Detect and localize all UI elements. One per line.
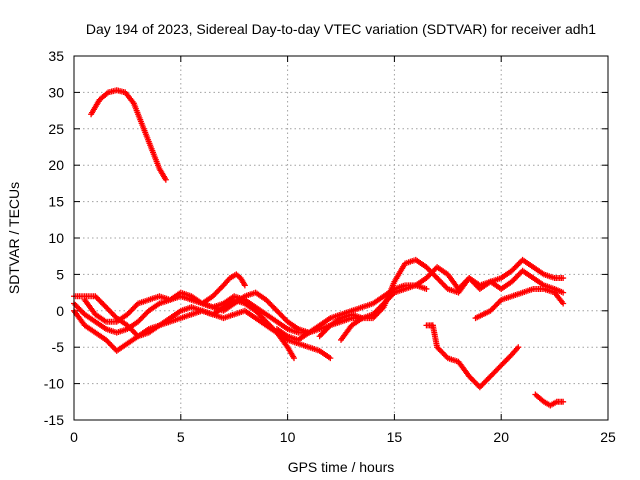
- y-tick-label: 5: [56, 266, 64, 282]
- series-arc-12: [472, 285, 567, 322]
- y-tick-label: 25: [48, 121, 64, 137]
- x-tick-label: 5: [177, 429, 185, 445]
- chart-title: Day 194 of 2023, Sidereal Day-to-day VTE…: [86, 21, 596, 37]
- series-arc-11: [429, 322, 522, 391]
- data-point: [423, 285, 430, 292]
- data-point: [162, 176, 169, 183]
- x-tick-label: 25: [600, 429, 616, 445]
- y-tick-label: 10: [48, 230, 64, 246]
- y-tick-label: -5: [52, 339, 65, 355]
- series-arc-4: [71, 307, 334, 362]
- x-tick-label: 15: [387, 429, 403, 445]
- x-tick-label: 20: [493, 429, 509, 445]
- data-point: [515, 344, 522, 351]
- x-tick-label: 10: [280, 429, 296, 445]
- data-point: [560, 275, 567, 282]
- plot-frame: [73, 55, 609, 421]
- y-tick-label: 30: [48, 84, 64, 100]
- y-tick-label: 15: [48, 194, 64, 210]
- data-points: [71, 87, 567, 409]
- data-point: [560, 300, 567, 307]
- data-point: [327, 355, 334, 362]
- y-tick-label: 35: [48, 48, 64, 64]
- y-axis-label: SDTVAR / TECUs: [6, 182, 22, 294]
- y-tick-label: -15: [44, 412, 64, 428]
- series-arc-9: [338, 256, 567, 343]
- data-point: [291, 355, 298, 362]
- axis-ticks: 0 5 10 15 20 25 -15 -10 -5 0 5 10 15 20 25 30 35: [44, 48, 616, 445]
- series-arc-1: [88, 87, 169, 183]
- grid-lines: [74, 56, 608, 420]
- y-tick-label: -10: [44, 376, 64, 392]
- y-tick-label: 20: [48, 157, 64, 173]
- y-tick-label: 0: [56, 303, 64, 319]
- series-arc-13: [532, 391, 567, 409]
- series-arc-6: [199, 271, 248, 307]
- x-tick-label: 0: [70, 429, 78, 445]
- x-axis-label: GPS time / hours: [288, 459, 395, 475]
- data-point: [241, 282, 248, 289]
- data-point: [560, 289, 567, 296]
- data-point: [560, 398, 567, 405]
